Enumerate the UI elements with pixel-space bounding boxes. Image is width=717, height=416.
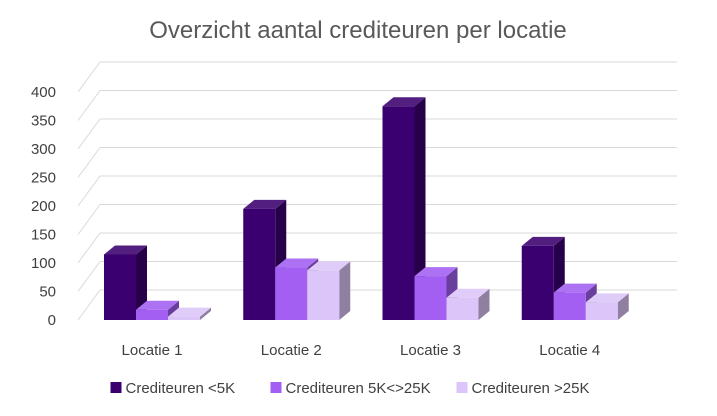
y-tick-label: 300 — [31, 141, 56, 158]
legend-label: Crediteuren <5K — [126, 380, 236, 397]
bars — [104, 97, 629, 320]
bar-top — [585, 293, 629, 303]
bar-front — [136, 309, 168, 320]
bar-front — [414, 276, 447, 320]
bar-front — [382, 106, 415, 320]
bar-front — [275, 267, 308, 320]
gridline-depth — [77, 90, 101, 121]
bar — [104, 245, 147, 320]
y-tick-label: 150 — [31, 227, 56, 244]
legend-item: Crediteuren >25K — [456, 380, 590, 397]
y-tick-label: 400 — [31, 84, 56, 101]
gridline-depth — [77, 261, 101, 292]
y-tick-label: 250 — [31, 170, 56, 187]
bar-top — [521, 236, 565, 246]
bar-side — [617, 293, 629, 320]
legend-item: Crediteuren 5K<>25K — [270, 380, 431, 397]
x-axis: Locatie 1 Locatie 2 Locatie 3 Locatie 4 — [122, 342, 601, 359]
x-tick-label: Locatie 3 — [400, 342, 461, 359]
bar-side — [478, 288, 490, 320]
bar-side — [200, 307, 211, 320]
bar — [414, 267, 458, 320]
y-tick-label: 0 — [48, 312, 56, 329]
gridline-depth — [77, 175, 101, 207]
gridline-depth — [77, 204, 101, 235]
bar-side — [339, 261, 351, 320]
chart-title: Overzicht aantal crediteuren per locatie — [149, 17, 567, 44]
bar — [521, 236, 565, 320]
bar-front — [168, 316, 200, 320]
legend: Crediteuren <5K Crediteuren 5K<>25K Credit… — [110, 380, 590, 397]
x-tick-label: Locatie 4 — [539, 342, 600, 359]
bar-top — [553, 283, 597, 293]
gridline-depth — [77, 61, 101, 93]
bar-top — [382, 97, 426, 107]
gridline-depth — [77, 232, 101, 264]
bar-side — [136, 245, 147, 320]
bar-front — [521, 245, 554, 320]
bar — [446, 288, 490, 320]
bar-front — [104, 254, 136, 320]
gridlines — [77, 61, 677, 321]
bar — [382, 97, 426, 320]
x-tick-label: Locatie 2 — [261, 342, 322, 359]
bar — [307, 261, 351, 320]
bar-top — [136, 300, 179, 310]
bar-top — [446, 288, 490, 298]
bar-top — [104, 245, 147, 255]
bar-front — [243, 208, 276, 320]
y-tick-label: 50 — [39, 284, 56, 301]
bar-top — [168, 307, 211, 317]
bar-front — [585, 302, 618, 320]
y-axis: 0 50 100 150 200 250 300 350 400 — [31, 84, 56, 329]
bar-top — [414, 267, 458, 277]
bar-front — [553, 292, 586, 320]
bar — [168, 307, 211, 320]
legend-swatch — [270, 382, 282, 393]
bar — [585, 293, 629, 320]
bar-front — [307, 270, 340, 320]
bar-front — [446, 297, 479, 320]
bar-side — [414, 97, 426, 320]
legend-label: Crediteuren >25K — [472, 380, 590, 397]
bar-top — [307, 261, 351, 271]
y-tick-label: 350 — [31, 113, 56, 130]
legend-swatch — [110, 382, 122, 393]
gridline-depth — [77, 147, 101, 178]
legend-item: Crediteuren <5K — [110, 380, 236, 397]
y-tick-label: 200 — [31, 198, 56, 215]
legend-swatch — [456, 382, 468, 393]
gridline-depth — [77, 118, 101, 150]
bar-top — [243, 199, 287, 209]
y-tick-label: 100 — [31, 255, 56, 272]
legend-label: Crediteuren 5K<>25K — [286, 380, 431, 397]
bar-top — [275, 258, 319, 268]
gridline-depth — [77, 289, 101, 321]
x-tick-label: Locatie 1 — [122, 342, 183, 359]
